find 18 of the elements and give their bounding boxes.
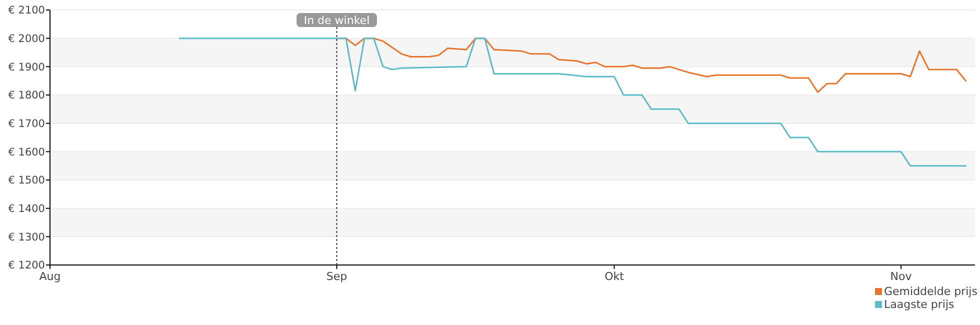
y-tick-label: € 1800 xyxy=(8,90,45,102)
y-tick-label: € 1500 xyxy=(8,174,45,187)
x-tick-label: Aug xyxy=(39,270,61,283)
y-tick-label: € 1900 xyxy=(8,61,45,74)
y-tick-label: € 1200 xyxy=(8,260,45,272)
y-tick-label: € 1300 xyxy=(8,231,45,244)
legend-label: Gemiddelde prijs xyxy=(884,285,978,298)
y-tick-label: € 2100 xyxy=(8,4,45,17)
x-tick-label: Sep xyxy=(326,270,348,283)
x-tick-label: Nov xyxy=(890,270,912,283)
x-tick-label: Okt xyxy=(604,270,625,283)
ref-line-label: In de winkel xyxy=(304,14,370,27)
y-tick-label: € 1400 xyxy=(8,203,45,216)
y-tick-label: € 1700 xyxy=(8,118,45,130)
line-series xyxy=(178,38,966,167)
legend-label: Laagste prijs xyxy=(884,298,955,311)
y-tick-label: € 2000 xyxy=(8,33,45,46)
y-tick-label: € 1600 xyxy=(8,146,45,158)
